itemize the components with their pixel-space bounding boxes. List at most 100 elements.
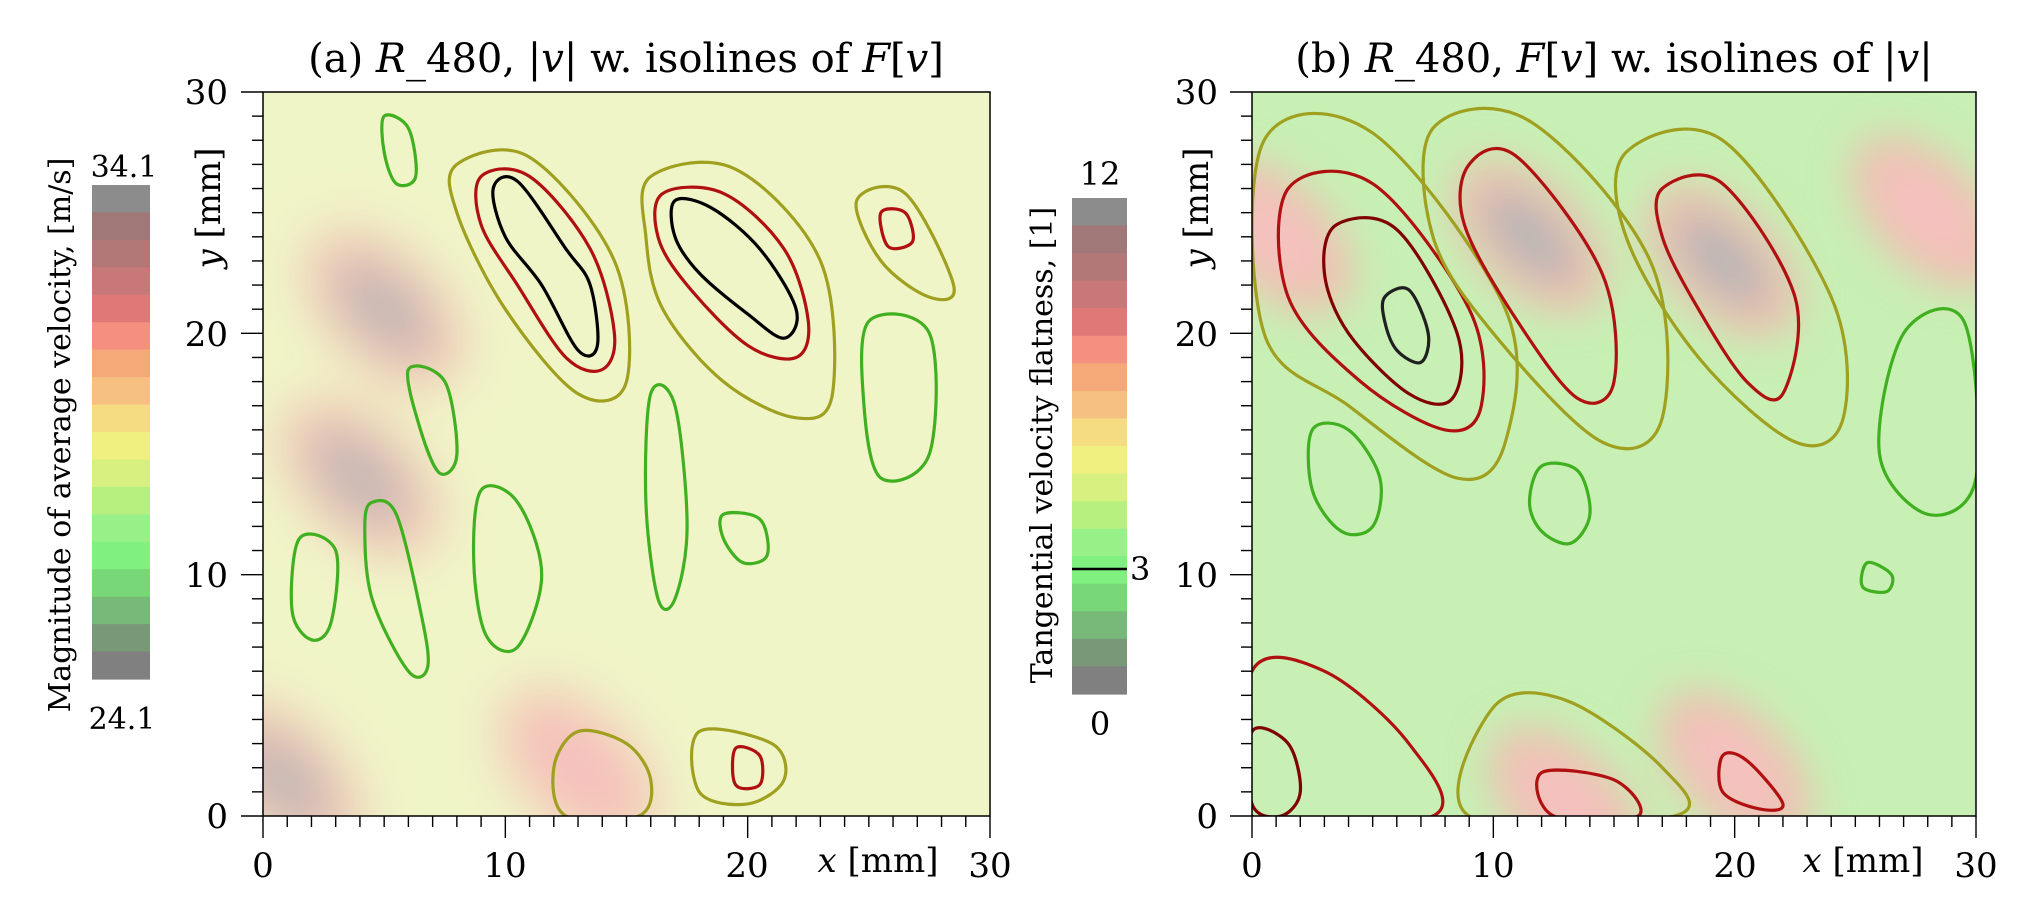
colorbar-b bbox=[1072, 198, 1127, 695]
isoline-a-0 bbox=[491, 175, 600, 358]
heatmap-a bbox=[263, 231, 656, 816]
panel-b: 3 12 0 Tangential velocity flatness, [1]… bbox=[1025, 36, 1998, 886]
panel-b-ytick-10: 10 bbox=[1175, 556, 1218, 596]
colorbar-b-band bbox=[1072, 253, 1127, 282]
isoline-a-6 bbox=[380, 113, 418, 188]
panel-a-xtick-0: 0 bbox=[252, 846, 274, 886]
heatmap-b-blobs bbox=[1252, 135, 1976, 816]
colorbar-a-band bbox=[92, 624, 150, 653]
isoline-b-11 bbox=[1252, 655, 1445, 816]
panel-a-xtick-10: 10 bbox=[483, 846, 526, 886]
colorbar-b-mark-label: 3 bbox=[1130, 550, 1150, 588]
colorbar-a-band bbox=[92, 432, 150, 461]
colorbar-a-band bbox=[92, 404, 150, 433]
colorbar-b-band bbox=[1072, 583, 1127, 612]
panel-b-xtick-30: 30 bbox=[1954, 846, 1997, 886]
panel-a-xtick-30: 30 bbox=[968, 846, 1011, 886]
heatmap-a-blobs bbox=[263, 231, 656, 816]
colorbar-b-max-label: 12 bbox=[1080, 155, 1121, 193]
heatmap-b bbox=[1252, 135, 1976, 816]
isoline-a-8 bbox=[363, 498, 430, 679]
isoline-a-18 bbox=[878, 207, 915, 251]
isolines-b bbox=[1252, 106, 1976, 816]
colorbar-b-band bbox=[1072, 335, 1127, 364]
colorbar-b-band bbox=[1072, 363, 1127, 392]
colorbar-b-band bbox=[1072, 308, 1127, 337]
colorbar-a-band bbox=[92, 486, 150, 515]
isoline-b-13 bbox=[1535, 768, 1643, 816]
isoline-a-17 bbox=[854, 184, 956, 302]
colorbar-b-band bbox=[1072, 666, 1127, 695]
isoline-b-14 bbox=[1717, 751, 1785, 812]
heatmap-a-core bbox=[337, 262, 431, 357]
colorbar-a-band bbox=[92, 322, 150, 351]
isoline-b-5 bbox=[1421, 106, 1670, 451]
isoline-b-8 bbox=[1306, 421, 1383, 537]
isoline-b-15 bbox=[1456, 691, 1691, 816]
colorbar-b-label: Tangential velocity flatness, [1] bbox=[1025, 207, 1060, 684]
heatmap-a-core bbox=[531, 720, 625, 815]
panel-b-title: (b) R_480, F[v] w. isolines of |v| bbox=[1295, 36, 1933, 82]
colorbar-a-max-label: 34.1 bbox=[91, 150, 158, 185]
panel-a-ytick-10: 10 bbox=[185, 556, 228, 596]
colorbar-b-band bbox=[1072, 473, 1127, 502]
colorbar-a-band bbox=[92, 212, 150, 241]
isoline-a-5 bbox=[640, 160, 837, 421]
panel-a-ylabel: y [mm] bbox=[189, 147, 229, 270]
colorbar-a-band bbox=[92, 294, 150, 323]
panel-b-ylabel: y [mm] bbox=[1177, 147, 1217, 270]
colorbar-a-band bbox=[92, 541, 150, 570]
colorbar-a-band bbox=[92, 349, 150, 378]
panel-a: 34.1 24.1 Magnitude of average velocity,… bbox=[43, 36, 1012, 886]
isoline-b-1 bbox=[1322, 216, 1464, 406]
heatmap-b-core bbox=[1675, 214, 1770, 308]
isoline-b-2 bbox=[1276, 169, 1486, 433]
colorbar-b-band bbox=[1072, 280, 1127, 309]
colorbar-a-band bbox=[92, 514, 150, 543]
heatmap-a-core bbox=[263, 732, 330, 816]
isolines-a bbox=[289, 113, 956, 816]
plot-b-background bbox=[1252, 92, 1976, 816]
colorbar-a-band bbox=[92, 239, 150, 268]
colorbar-b-band bbox=[1072, 225, 1127, 254]
isoline-a-2 bbox=[474, 167, 617, 373]
heatmap-b-core bbox=[1482, 189, 1577, 284]
colorbar-b-band bbox=[1072, 556, 1127, 585]
panel-a-title: (a) R_480, |v| w. isolines of F[v] bbox=[308, 36, 944, 82]
isoline-a-10 bbox=[289, 532, 340, 642]
isoline-a-3 bbox=[653, 185, 811, 361]
colorbar-a-band bbox=[92, 267, 150, 296]
colorbar-b-band bbox=[1072, 638, 1127, 668]
isoline-a-13 bbox=[718, 511, 770, 566]
isoline-b-7 bbox=[1613, 127, 1850, 448]
colorbar-a-band bbox=[92, 569, 150, 598]
colorbar-a-label: Magnitude of average velocity, [m/s] bbox=[43, 158, 78, 713]
colorbar-a-band bbox=[92, 459, 150, 488]
ticks-b bbox=[1230, 91, 1977, 838]
isoline-a-11 bbox=[643, 383, 689, 611]
isoline-b-16 bbox=[1859, 560, 1895, 594]
colorbar-b-band bbox=[1072, 446, 1127, 475]
panel-b-xtick-10: 10 bbox=[1471, 846, 1514, 886]
isoline-a-15 bbox=[689, 727, 788, 807]
isoline-a-4 bbox=[447, 148, 632, 403]
colorbar-a-band bbox=[92, 651, 150, 680]
panel-b-xtick-0: 0 bbox=[1241, 846, 1263, 886]
heatmap-b-core bbox=[1880, 165, 1975, 260]
panel-a-xlabel: x [mm] bbox=[817, 841, 938, 881]
colorbar-b-band bbox=[1072, 501, 1127, 530]
isoline-b-4 bbox=[1458, 146, 1618, 405]
isoline-b-6 bbox=[1654, 173, 1801, 402]
colorbar-b-band bbox=[1072, 611, 1127, 640]
colorbar-b-band bbox=[1072, 390, 1127, 420]
isoline-a-9 bbox=[471, 484, 544, 654]
colorbar-a-band bbox=[92, 185, 150, 214]
isoline-a-1 bbox=[669, 196, 799, 340]
panel-a-ytick-0: 0 bbox=[206, 797, 228, 837]
isoline-b-10 bbox=[1877, 307, 1976, 517]
heatmap-b-core bbox=[1687, 720, 1782, 815]
panel-a-xtick-20: 20 bbox=[725, 846, 768, 886]
heatmap-b-core bbox=[1518, 757, 1613, 816]
panel-b-xtick-20: 20 bbox=[1713, 846, 1756, 886]
colorbar-a bbox=[92, 185, 150, 680]
